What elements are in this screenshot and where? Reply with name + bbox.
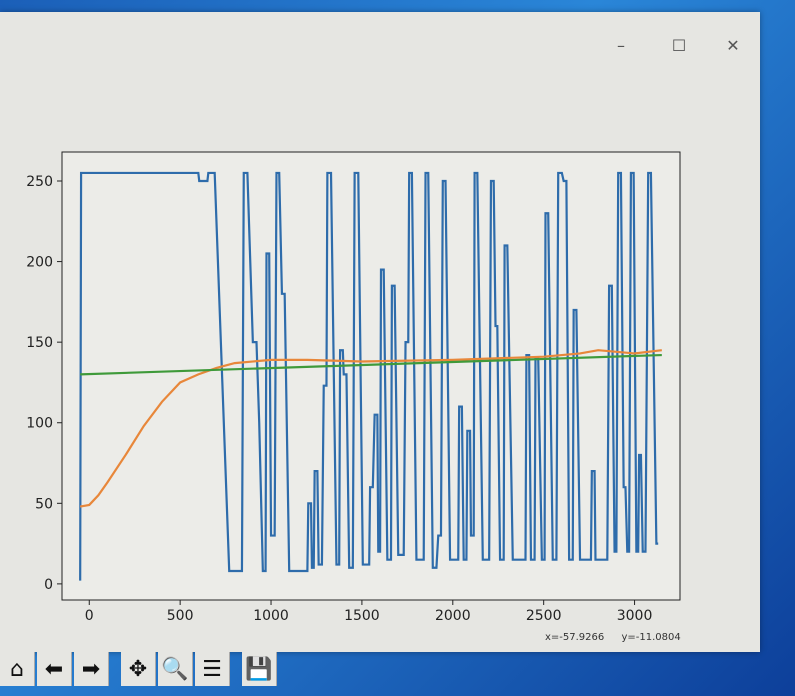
x-tick-label: 500 [167, 608, 194, 624]
y-readout: y=-11.0804 [621, 632, 681, 643]
back-arrow-icon[interactable]: ⬅ [37, 652, 72, 686]
series-line-1 [79, 349, 662, 508]
y-tick-label: 200 [26, 255, 53, 271]
y-tick-label: 150 [26, 335, 53, 351]
forward-arrow-icon[interactable]: ➡ [74, 652, 109, 686]
x-tick-label: 0 [85, 608, 94, 624]
maximize-button[interactable]: ☐ [671, 36, 687, 55]
x-tick-label: 1000 [253, 608, 289, 624]
configure-subplots-icon[interactable]: ☰ [195, 652, 230, 686]
navigation-toolbar: ⌂ ⬅ ➡ ✥ 🔍 ☰ 💾 [0, 652, 300, 696]
series-line-0 [79, 171, 659, 581]
y-tick-label: 100 [26, 416, 53, 432]
y-tick-label: 50 [35, 496, 53, 512]
save-floppy-icon[interactable]: 💾 [242, 652, 277, 686]
x-tick-label: 2500 [526, 608, 562, 624]
zoom-magnifier-icon[interactable]: 🔍 [158, 652, 193, 686]
series-line-2 [80, 353, 662, 376]
x-tick-label: 3000 [617, 608, 653, 624]
x-readout: x=-57.9266 [545, 632, 605, 643]
y-tick-label: 0 [44, 577, 53, 593]
pan-move-icon[interactable]: ✥ [121, 652, 156, 686]
y-tick-label: 250 [26, 174, 53, 190]
coordinate-readout: x=-57.9266 y=-11.0804 [545, 632, 695, 643]
x-tick-label: 2000 [435, 608, 471, 624]
home-icon[interactable]: ⌂ [0, 652, 35, 686]
minimize-button[interactable]: – [617, 36, 625, 55]
x-tick-label: 1500 [344, 608, 380, 624]
close-button[interactable]: ✕ [726, 36, 740, 55]
plot-area [61, 151, 681, 601]
